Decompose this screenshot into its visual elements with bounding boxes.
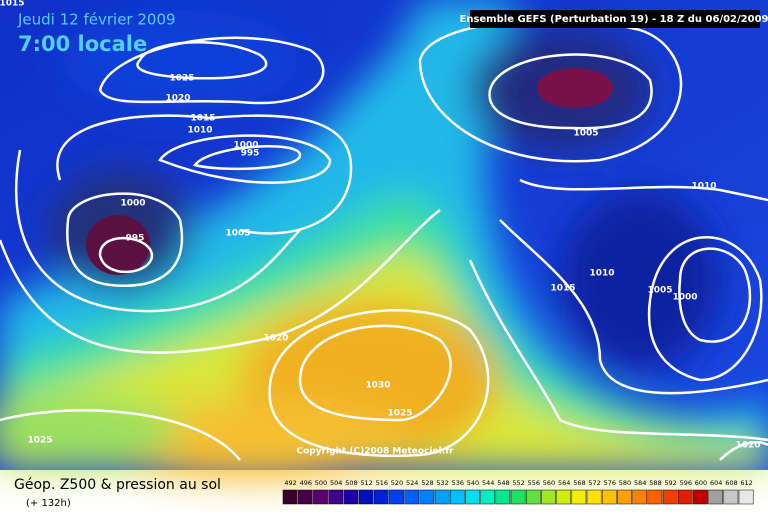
- isobar-label: 1025: [27, 436, 52, 446]
- scale-swatch: [450, 490, 464, 504]
- scale-swatch: [572, 490, 586, 504]
- scale-label: 496: [300, 479, 312, 487]
- scale-label: 540: [467, 479, 479, 487]
- scale-label: 580: [619, 479, 631, 487]
- scale-swatch: [663, 490, 677, 504]
- scale-swatch: [465, 490, 479, 504]
- isobar-label: 1005: [647, 286, 672, 296]
- scale-swatch: [359, 490, 373, 504]
- local-time: 7:00 locale: [18, 32, 147, 56]
- scale-swatch: [557, 490, 571, 504]
- isobar-label: 1030: [365, 381, 390, 391]
- scale-swatch: [344, 490, 358, 504]
- scale-label: 596: [680, 479, 692, 487]
- scale-swatch: [709, 490, 723, 504]
- scale-label: 552: [512, 479, 524, 487]
- scale-swatch: [435, 490, 449, 504]
- isobar-label: 1020: [735, 441, 760, 451]
- isobar-label: 1015: [190, 114, 215, 124]
- scale-label: 592: [664, 479, 676, 487]
- scale-label: 492: [284, 479, 296, 487]
- isobar-label: 995: [241, 149, 260, 159]
- scale-swatch: [693, 490, 707, 504]
- scale-label: 524: [406, 479, 418, 487]
- scale-label: 500: [315, 479, 327, 487]
- scale-swatch: [405, 490, 419, 504]
- scale-swatch: [496, 490, 510, 504]
- scale-label: 532: [436, 479, 448, 487]
- isobar-label: 995: [126, 234, 145, 244]
- scale-label: 508: [345, 479, 357, 487]
- scale-swatch: [374, 490, 388, 504]
- footer-title: Géop. Z500 & pression au sol: [14, 477, 221, 493]
- scale-swatch: [602, 490, 616, 504]
- isobar-label: 1025: [387, 409, 412, 419]
- copyright: Copyright (C)2008 Meteociel.fr: [297, 447, 455, 457]
- isobar-label: 1010: [691, 182, 716, 192]
- scale-label: 568: [573, 479, 585, 487]
- isobar-label: 1015: [550, 284, 575, 294]
- scale-label: 516: [376, 479, 388, 487]
- scale-swatch: [724, 490, 738, 504]
- scale-swatch: [298, 490, 312, 504]
- isobar-label: 1025: [169, 74, 194, 84]
- scale-swatch: [678, 490, 692, 504]
- scale-label: 560: [543, 479, 555, 487]
- scale-swatch: [739, 490, 753, 504]
- scale-swatch: [633, 490, 647, 504]
- scale-label: 556: [528, 479, 540, 487]
- scale-label: 504: [330, 479, 342, 487]
- isobar-label: 1000: [672, 293, 697, 303]
- isobar-label: 1005: [225, 229, 250, 239]
- isobar-label: 1010: [187, 126, 212, 136]
- scale-label: 600: [695, 479, 707, 487]
- scale-label: 608: [725, 479, 737, 487]
- isobar-label: 1005: [573, 129, 598, 139]
- scale-label: 512: [360, 479, 372, 487]
- scale-swatch: [283, 490, 297, 504]
- scale-swatch: [541, 490, 555, 504]
- scale-label: 588: [649, 479, 661, 487]
- scale-label: 548: [497, 479, 509, 487]
- scale-swatch: [648, 490, 662, 504]
- scale-label: 544: [482, 479, 494, 487]
- scale-swatch: [587, 490, 601, 504]
- scale-swatch: [526, 490, 540, 504]
- isobar-label: 1015: [0, 0, 25, 9]
- low-core: [537, 68, 613, 108]
- scale-label: 584: [634, 479, 646, 487]
- scale-label: 604: [710, 479, 722, 487]
- isobar-label: 1010: [589, 269, 614, 279]
- run-info: Ensemble GEFS (Perturbation 19) - 18 Z d…: [460, 14, 768, 25]
- scale-swatch: [481, 490, 495, 504]
- scale-label: 572: [588, 479, 600, 487]
- footer-subtitle: (+ 132h): [26, 498, 71, 509]
- scale-label: 520: [391, 479, 403, 487]
- scale-swatch: [329, 490, 343, 504]
- scale-label: 576: [604, 479, 616, 487]
- isobar-label: 1000: [120, 199, 145, 209]
- low-core: [86, 215, 150, 275]
- scale-swatch: [511, 490, 525, 504]
- isobar-label: 1020: [165, 94, 190, 104]
- date: Jeudi 12 février 2009: [17, 11, 176, 29]
- scale-label: 536: [452, 479, 464, 487]
- scale-swatch: [389, 490, 403, 504]
- scale-swatch: [617, 490, 631, 504]
- isobar-label: 1020: [263, 334, 288, 344]
- scale-swatch: [313, 490, 327, 504]
- scale-label: 612: [740, 479, 752, 487]
- scale-label: 564: [558, 479, 570, 487]
- scale-label: 528: [421, 479, 433, 487]
- scale-swatch: [420, 490, 434, 504]
